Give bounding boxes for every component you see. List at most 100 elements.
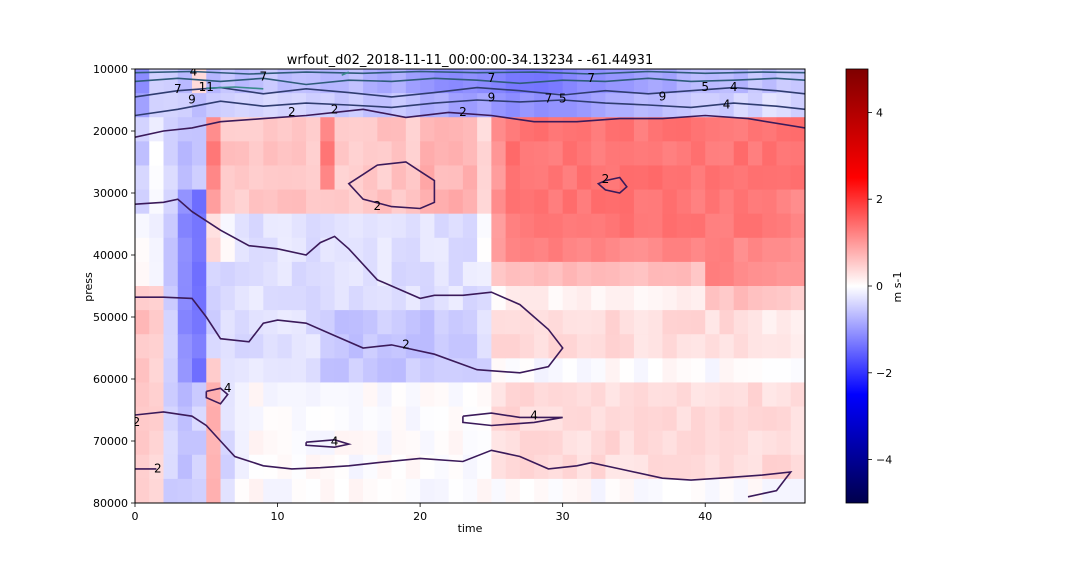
heatmap-cell	[662, 334, 678, 359]
heatmap-cell	[776, 237, 792, 263]
heatmap-cell	[662, 430, 678, 456]
heatmap-cell	[591, 310, 607, 335]
heatmap-cell	[705, 261, 721, 287]
y-tick-label: 10000	[93, 63, 128, 76]
heatmap-cell	[605, 213, 621, 239]
heatmap-cell	[762, 213, 778, 239]
heatmap-cell	[391, 165, 407, 191]
heatmap-cell	[719, 117, 735, 142]
heatmap-cell	[249, 165, 264, 191]
heatmap-cell	[633, 430, 649, 456]
heatmap-cell	[605, 334, 621, 359]
heatmap-cell	[690, 430, 706, 456]
heatmap-cell	[149, 141, 165, 167]
heatmap-cell	[491, 310, 507, 335]
heatmap-cell	[633, 382, 649, 408]
heatmap-cell	[690, 358, 706, 384]
heatmap-cell	[234, 141, 250, 167]
heatmap-cell	[591, 165, 607, 191]
heatmap-cell	[648, 382, 664, 408]
colorbar-ticks: 4 2 0 −2 −4	[868, 106, 892, 467]
heatmap-cell	[591, 334, 607, 359]
heatmap-cell	[619, 382, 635, 408]
heatmap-cell	[348, 189, 364, 215]
heatmap-cell	[163, 189, 179, 215]
colorbar-tick-label: 4	[876, 106, 883, 119]
heatmap-cell	[306, 165, 321, 191]
heatmap-cell	[719, 334, 735, 359]
heatmap-cell	[391, 454, 407, 480]
heatmap-cell	[377, 382, 393, 408]
heatmap-cell	[633, 261, 649, 287]
heatmap-cell	[163, 358, 179, 384]
heatmap-cell	[306, 358, 321, 384]
heatmap-cell	[705, 165, 721, 191]
heatmap-cell	[420, 261, 435, 287]
heatmap-cell	[591, 237, 607, 263]
heatmap-cell	[633, 189, 649, 215]
heatmap-cell	[519, 141, 535, 167]
heatmap-cell	[420, 478, 435, 503]
heatmap-cell	[149, 310, 165, 335]
heatmap-cell	[733, 261, 749, 287]
heatmap-cell	[519, 310, 535, 335]
heatmap-cell	[477, 213, 492, 239]
heatmap-cell	[477, 189, 492, 215]
heatmap-cell	[519, 69, 535, 94]
heatmap-cell	[291, 261, 307, 287]
heatmap-cell	[434, 93, 450, 118]
heatmap-cell	[733, 478, 749, 503]
heatmap-cell	[776, 406, 792, 432]
heatmap-cell	[462, 286, 478, 311]
heatmap-cell	[505, 261, 521, 287]
heatmap-cell	[462, 310, 478, 335]
heatmap-cell	[206, 478, 222, 503]
heatmap-cell	[220, 430, 236, 456]
heatmap-cell	[149, 478, 165, 503]
heatmap-cell	[676, 141, 692, 167]
heatmap-cell	[277, 189, 293, 215]
heatmap-cell	[291, 213, 307, 239]
contour-label: 7	[545, 91, 553, 105]
contour-label: 2	[133, 415, 141, 429]
heatmap-cell	[306, 334, 321, 359]
heatmap-cell	[619, 310, 635, 335]
heatmap-cell	[192, 406, 207, 432]
heatmap-cell	[306, 382, 321, 408]
heatmap-cell	[135, 382, 150, 408]
heatmap-cell	[605, 310, 621, 335]
contour-label: 9	[188, 93, 196, 107]
heatmap-cell	[263, 141, 279, 167]
heatmap-cell	[391, 310, 407, 335]
heatmap-cell	[377, 213, 393, 239]
heatmap-cell	[776, 93, 792, 118]
heatmap-cell	[363, 406, 378, 432]
heatmap-cell	[163, 382, 179, 408]
heatmap-cell	[505, 310, 521, 335]
heatmap-cell	[505, 117, 521, 142]
heatmap-cell	[790, 478, 805, 503]
heatmap-cell	[790, 334, 805, 359]
heatmap-cell	[462, 406, 478, 432]
heatmap-cell	[249, 430, 264, 456]
heatmap-cell	[576, 189, 592, 215]
heatmap-cell	[420, 430, 435, 456]
heatmap-cell	[277, 261, 293, 287]
heatmap-cell	[363, 117, 378, 142]
heatmap-cell	[747, 286, 763, 311]
heatmap-cell	[619, 213, 635, 239]
heatmap-cell	[135, 213, 150, 239]
heatmap-cell	[405, 430, 421, 456]
heatmap-cell	[263, 430, 279, 456]
heatmap-cell	[519, 382, 535, 408]
heatmap-cell	[605, 93, 621, 118]
heatmap-cell	[690, 382, 706, 408]
heatmap-cell	[648, 406, 664, 432]
heatmap-cell	[377, 261, 393, 287]
heatmap-cell	[377, 286, 393, 311]
heatmap-cell	[662, 165, 678, 191]
heatmap-cell	[306, 478, 321, 503]
heatmap-cell	[505, 69, 521, 94]
heatmap-cell	[420, 286, 435, 311]
